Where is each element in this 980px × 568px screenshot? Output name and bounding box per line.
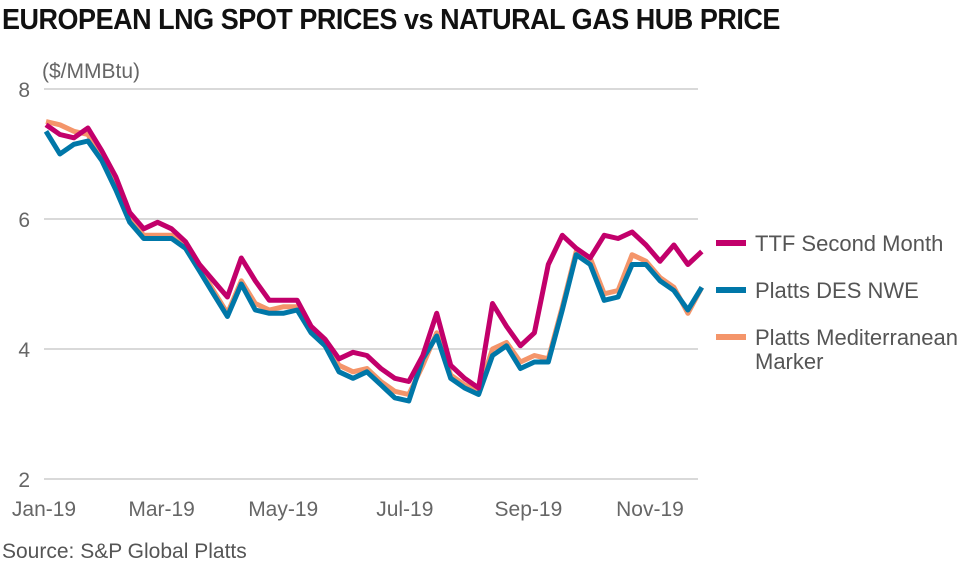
legend-label: Platts Mediterranean (755, 325, 958, 350)
x-tick-label: Sep-19 (495, 498, 563, 521)
source-note: Source: S&P Global Platts (2, 540, 247, 563)
y-axis-label: ($/MMBtu) (42, 60, 140, 83)
y-tick-label: 2 (18, 469, 30, 492)
legend-label: Marker (755, 349, 823, 374)
series-line (44, 122, 704, 391)
legend-label: Platts DES NWE (755, 278, 919, 303)
series-line (43, 129, 704, 404)
y-tick-label: 6 (18, 209, 30, 232)
x-tick-label: May-19 (248, 498, 318, 521)
legend-label: TTF Second Month (755, 231, 943, 256)
x-tick-label: Mar-19 (128, 498, 195, 521)
y-tick-label: 4 (18, 339, 30, 362)
x-tick-label: Nov-19 (616, 498, 684, 521)
series-line (45, 119, 705, 397)
x-tick-label: Jan-19 (12, 498, 76, 521)
x-tick-label: Jul-19 (376, 498, 433, 521)
chart-title: EUROPEAN LNG SPOT PRICES vs NATURAL GAS … (2, 4, 780, 36)
y-tick-label: 8 (18, 79, 30, 102)
